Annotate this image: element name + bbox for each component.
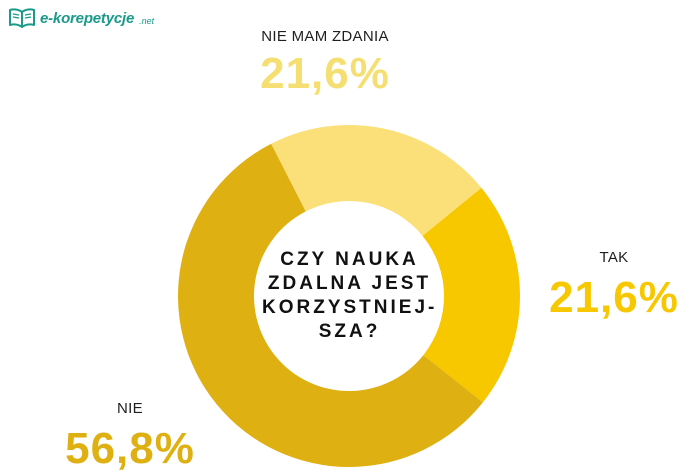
donut-slice-nie-mam-zdania bbox=[271, 124, 482, 236]
donut-slice-tak bbox=[422, 187, 520, 403]
brand-logo[interactable]: e-korepetycje .net bbox=[8, 7, 154, 29]
center-question: CZY NAUKA ZDALNA JEST KORZYSTNIEJ- SZA? bbox=[262, 248, 437, 344]
center-question-line: ZDALNA JEST bbox=[267, 273, 432, 294]
slice-value-tak: 21,6% bbox=[549, 273, 679, 322]
slice-label-nie: NIE bbox=[117, 400, 143, 417]
open-book-icon bbox=[9, 8, 35, 28]
slice-label-tak: TAK bbox=[600, 249, 629, 266]
slice-label-nie-mam-zdania: NIE MAM ZDANIA bbox=[261, 28, 389, 45]
center-question-line: SZA? bbox=[318, 321, 381, 342]
donut-slices bbox=[177, 124, 520, 467]
slice-value-nie-mam-zdania: 21,6% bbox=[260, 49, 390, 98]
brand-name: e-korepetycje bbox=[40, 9, 135, 27]
slice-value-nie: 56,8% bbox=[65, 424, 195, 473]
donut-slice-nie bbox=[177, 143, 483, 467]
center-question-line: CZY NAUKA bbox=[280, 249, 419, 270]
center-question-line: KORZYSTNIEJ- bbox=[262, 297, 438, 318]
brand-suffix: .net bbox=[139, 16, 155, 26]
